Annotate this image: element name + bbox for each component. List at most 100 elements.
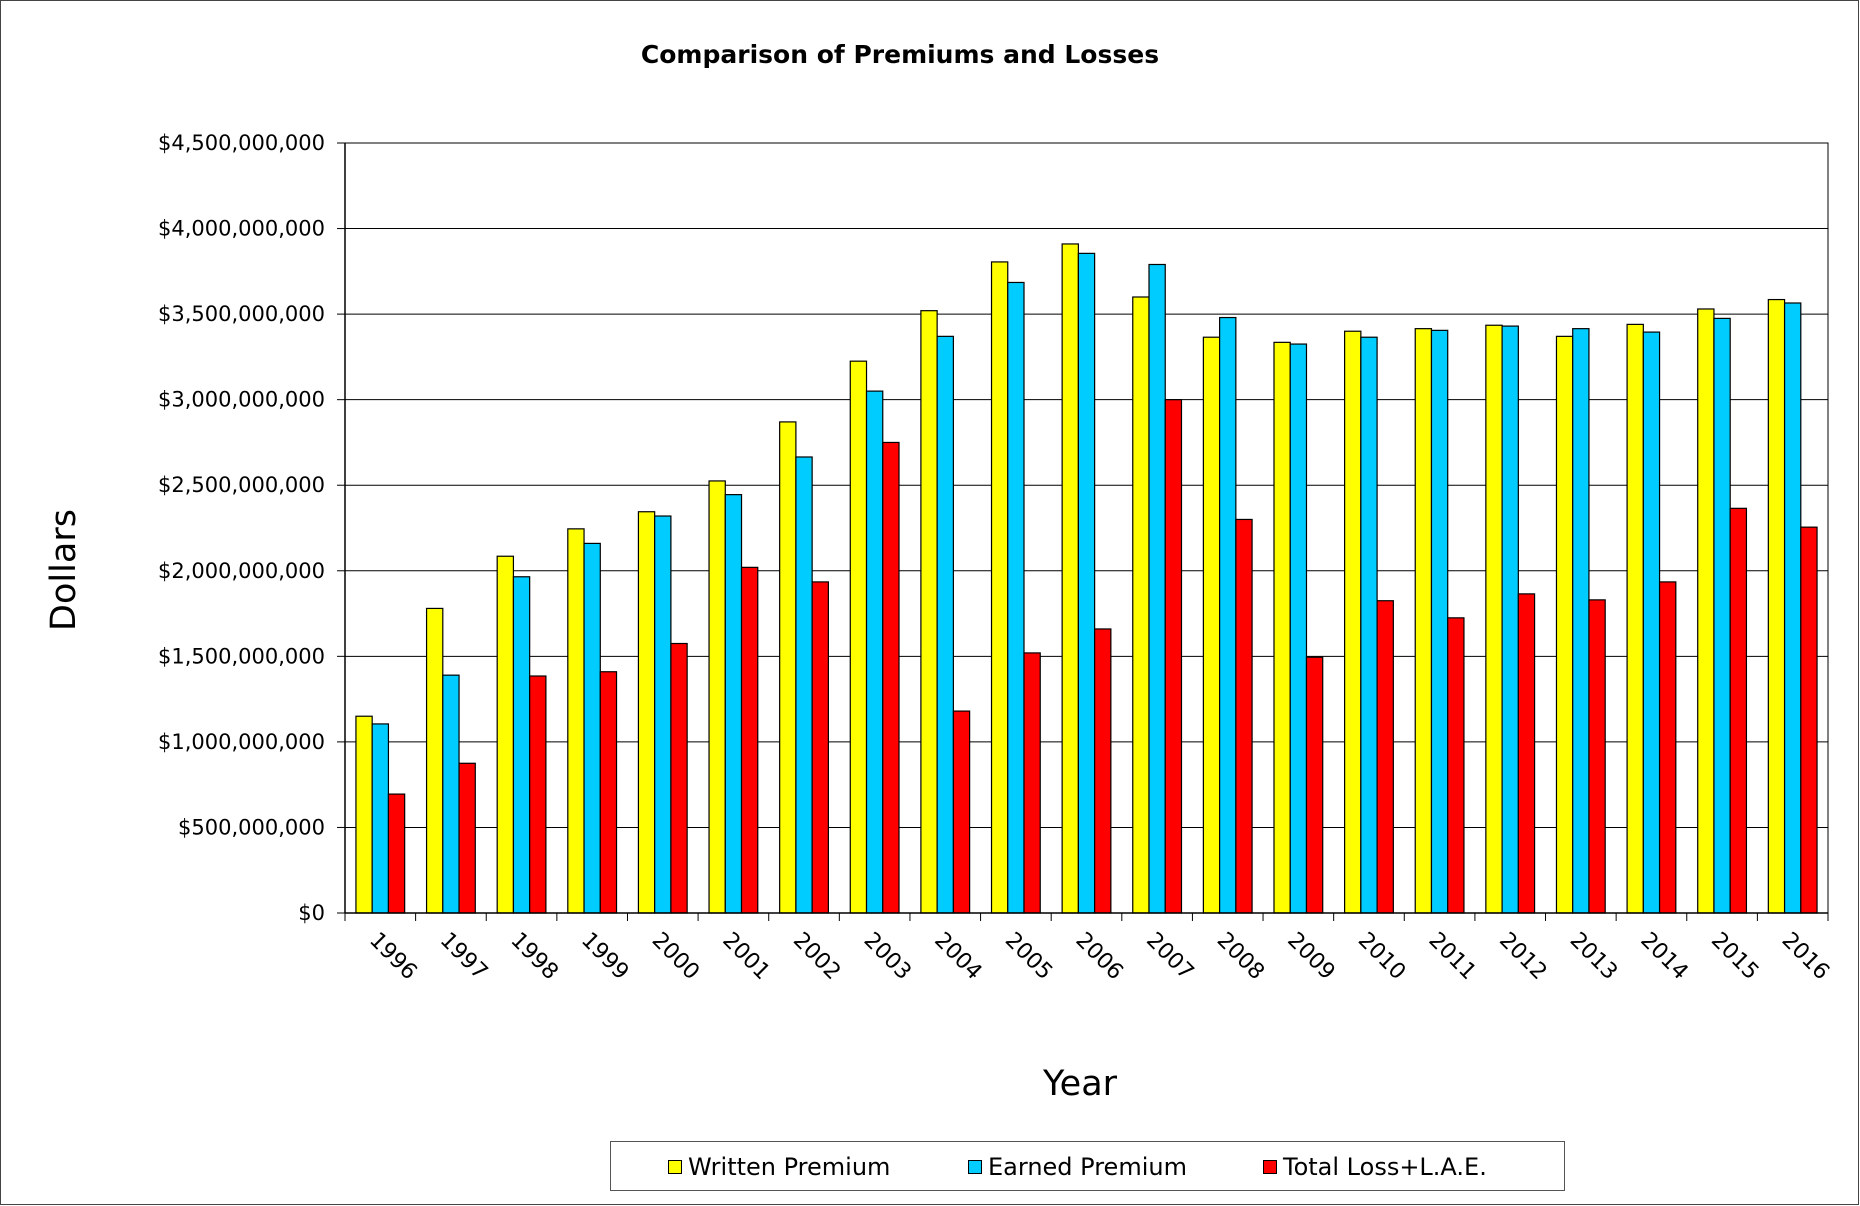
- y-tick-label: $4,500,000,000: [158, 131, 325, 155]
- x-axis-title: Year: [1042, 1064, 1118, 1104]
- bar-earned-premium-2005: [1007, 281, 1025, 914]
- x-tick-label: 2016: [1777, 928, 1834, 985]
- bar-earned-premium-2010: [1360, 336, 1378, 914]
- bar-written-premium-2008: [1202, 336, 1221, 914]
- bar-earned-premium-2004: [936, 335, 954, 914]
- bar-earned-premium-2000: [654, 515, 672, 914]
- bar-written-premium-2005: [990, 261, 1009, 914]
- axes: [337, 142, 1829, 921]
- bar-total-loss-l-a-e-1996: [387, 793, 406, 914]
- bar-earned-premium-2008: [1219, 316, 1237, 914]
- x-tick-label: 2002: [788, 928, 845, 985]
- x-tick-label: 1998: [506, 928, 563, 985]
- bar-earned-premium-2016: [1783, 302, 1802, 914]
- legend-swatch-total-loss: [1263, 1160, 1277, 1174]
- bar-earned-premium-2001: [724, 494, 743, 914]
- chart-title: Comparison of Premiums and Losses: [640, 40, 1160, 69]
- bar-written-premium-1998: [496, 555, 515, 914]
- bar-total-loss-l-a-e-2004: [952, 710, 971, 914]
- bar-written-premium-2001: [708, 480, 726, 914]
- y-tick-label: $1,000,000,000: [158, 730, 325, 754]
- bar-written-premium-2010: [1344, 330, 1362, 914]
- bar-written-premium-2000: [637, 511, 656, 914]
- bar-total-loss-l-a-e-2001: [740, 566, 759, 914]
- bars: [355, 243, 1818, 914]
- bar-total-loss-l-a-e-2007: [1164, 399, 1183, 914]
- y-tick-label: $4,000,000,000: [158, 217, 325, 241]
- bar-written-premium-2003: [849, 360, 868, 914]
- bar-total-loss-l-a-e-1999: [599, 671, 618, 914]
- x-tick-label: 2005: [1000, 928, 1057, 985]
- x-tick-label: 2004: [929, 928, 986, 985]
- x-tick-label: 2001: [717, 928, 774, 985]
- x-tick-label: 1996: [364, 928, 421, 985]
- bar-earned-premium-1999: [583, 542, 601, 914]
- y-tick-label: $2,500,000,000: [158, 473, 325, 497]
- y-tick-label: $3,500,000,000: [158, 302, 325, 326]
- y-axis-title: Dollars: [44, 509, 84, 631]
- y-tick-label: $3,000,000,000: [158, 388, 325, 412]
- bar-earned-premium-2006: [1077, 252, 1096, 914]
- bar-total-loss-l-a-e-2008: [1235, 518, 1253, 914]
- x-tick-label: 2012: [1494, 928, 1551, 985]
- bar-total-loss-l-a-e-2010: [1376, 600, 1394, 914]
- bar-total-loss-l-a-e-2015: [1729, 507, 1748, 914]
- bar-total-loss-l-a-e-1997: [458, 762, 476, 914]
- y-tick-label: $2,000,000,000: [158, 559, 325, 583]
- x-tick-label: 2015: [1706, 928, 1763, 985]
- x-tick-label: 2009: [1282, 928, 1339, 985]
- bar-earned-premium-1998: [512, 576, 531, 914]
- bar-total-loss-l-a-e-2011: [1447, 617, 1465, 914]
- bar-written-premium-2009: [1273, 341, 1291, 914]
- x-tick-label: 2000: [647, 928, 704, 985]
- legend-label: Written Premium: [688, 1153, 891, 1181]
- x-tick-label: 1997: [435, 928, 492, 985]
- legend: Written Premium Earned Premium Total Los…: [610, 1141, 1565, 1191]
- bar-earned-premium-2012: [1501, 325, 1519, 914]
- legend-item-written-premium: Written Premium: [668, 1153, 890, 1181]
- bar-earned-premium-2014: [1642, 331, 1661, 914]
- bar-written-premium-2002: [779, 421, 797, 914]
- bar-total-loss-l-a-e-2005: [1023, 652, 1041, 914]
- bar-written-premium-2006: [1061, 243, 1079, 914]
- bar-earned-premium-2015: [1713, 317, 1731, 914]
- bar-earned-premium-2009: [1289, 343, 1308, 914]
- bar-earned-premium-1996: [371, 723, 390, 914]
- bar-earned-premium-2003: [865, 390, 884, 914]
- x-tick-label: 1999: [576, 928, 633, 985]
- bar-total-loss-l-a-e-2002: [811, 581, 829, 914]
- x-tick-label: 2007: [1141, 928, 1198, 985]
- x-tick-labels: 1996 1997 1998 1999 2000 2001 2002 2003 2004 2005…: [364, 928, 1834, 985]
- legend-label: Total Loss+L.A.E.: [1283, 1153, 1487, 1181]
- x-tick-label: 2013: [1565, 928, 1622, 985]
- bar-total-loss-l-a-e-2009: [1305, 656, 1324, 914]
- bar-earned-premium-2002: [795, 456, 813, 914]
- bar-total-loss-l-a-e-2003: [882, 441, 900, 914]
- bar-total-loss-l-a-e-2006: [1094, 628, 1112, 914]
- y-tick-label: $500,000,000: [178, 815, 325, 839]
- x-tick-label: 2008: [1212, 928, 1269, 985]
- bar-written-premium-2012: [1485, 324, 1503, 914]
- bar-written-premium-2004: [920, 310, 938, 914]
- legend-item-earned-premium: Earned Premium: [968, 1153, 1187, 1181]
- bar-total-loss-l-a-e-2016: [1800, 526, 1818, 914]
- legend-swatch-written-premium: [668, 1160, 682, 1174]
- bar-written-premium-1996: [355, 715, 373, 914]
- legend-item-total-loss: Total Loss+L.A.E.: [1263, 1153, 1487, 1181]
- bar-written-premium-2014: [1626, 323, 1644, 914]
- bar-total-loss-l-a-e-2013: [1588, 599, 1606, 914]
- x-tick-label: 2010: [1353, 928, 1410, 985]
- bar-earned-premium-2007: [1148, 263, 1166, 914]
- bar-earned-premium-1997: [442, 674, 460, 914]
- bar-written-premium-1997: [425, 607, 444, 914]
- y-tick-label: $0: [298, 901, 325, 925]
- legend-label: Earned Premium: [988, 1153, 1187, 1181]
- bar-written-premium-2007: [1132, 296, 1150, 914]
- bar-earned-premium-2013: [1572, 328, 1590, 914]
- bar-written-premium-2011: [1414, 328, 1433, 914]
- x-tick-label: 2014: [1635, 928, 1692, 985]
- bar-total-loss-l-a-e-1998: [529, 675, 547, 914]
- bar-total-loss-l-a-e-2014: [1658, 581, 1677, 914]
- x-tick-label: 2011: [1424, 928, 1481, 985]
